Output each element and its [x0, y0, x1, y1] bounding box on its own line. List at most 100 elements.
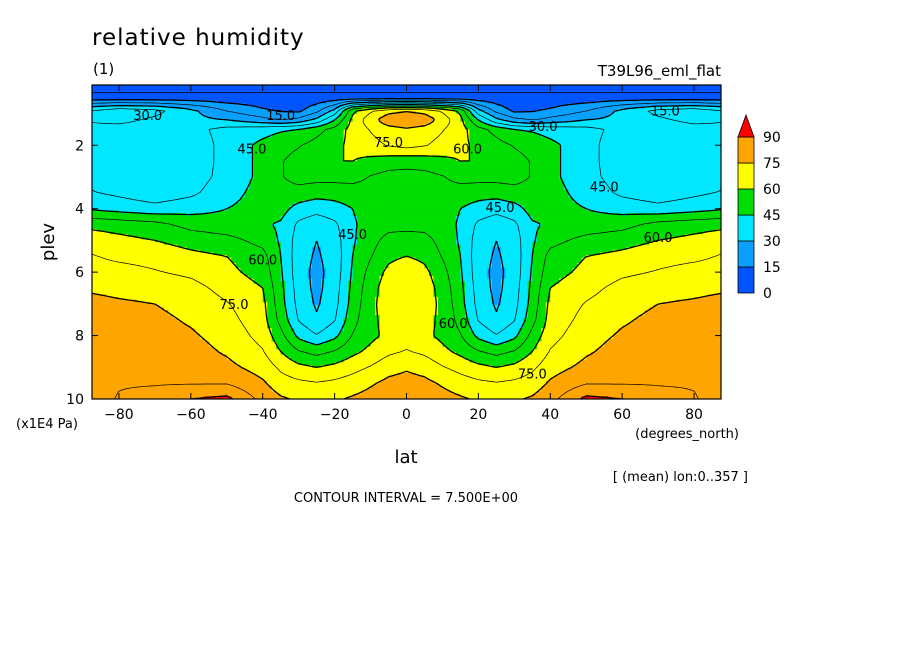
field-cell [698, 145, 704, 149]
field-cell [604, 113, 610, 117]
field-cell [397, 119, 403, 123]
field-cell [339, 113, 345, 117]
field-cell [258, 129, 264, 133]
field-cell [240, 119, 246, 123]
field-cell [676, 150, 682, 154]
field-cell [545, 163, 551, 167]
field-cell [127, 163, 134, 167]
field-cell [500, 145, 506, 149]
field-cell [181, 119, 187, 123]
field-cell [307, 176, 313, 180]
field-cell [509, 155, 515, 159]
field-cell [505, 134, 511, 138]
field-cell [384, 126, 390, 131]
field-cell [276, 111, 282, 115]
field-cell [550, 163, 556, 167]
field-cell [168, 158, 174, 162]
field-cell [316, 150, 322, 154]
field-cell [244, 171, 250, 175]
field-cell [563, 150, 569, 154]
field-cell [496, 163, 502, 167]
field-cell [685, 90, 691, 94]
field-cell [523, 119, 529, 123]
field-cell [554, 150, 560, 154]
field-cell [581, 95, 587, 99]
field-cell [523, 150, 529, 154]
field-cell [316, 139, 322, 144]
field-cell [509, 139, 515, 144]
field-cell [127, 139, 134, 144]
field-cell [442, 113, 448, 117]
field-cell [527, 92, 533, 97]
field-cell [712, 147, 718, 152]
field-cell [226, 87, 232, 91]
field-cell [590, 139, 596, 144]
field-cell [613, 166, 619, 170]
field-cell [294, 108, 300, 112]
field-cell [226, 137, 232, 141]
field-cell [343, 95, 349, 99]
field-cell [527, 163, 533, 167]
field-cell [123, 100, 129, 104]
field-cell [136, 155, 143, 159]
field-cell [505, 153, 511, 157]
field-cell [635, 87, 641, 91]
field-cell [249, 142, 255, 146]
field-cell [181, 166, 187, 170]
field-cell [455, 119, 462, 123]
field-cell [415, 163, 421, 167]
field-cell [572, 95, 578, 99]
field-cell [532, 171, 538, 175]
field-cell [181, 92, 187, 97]
field-cell [258, 98, 264, 102]
field-cell [168, 147, 174, 152]
field-cell [303, 145, 309, 149]
field-cell [253, 142, 259, 146]
field-cell [473, 166, 479, 170]
field-cell [357, 98, 363, 102]
field-cell [402, 153, 408, 157]
field-cell [469, 87, 475, 91]
field-cell [388, 176, 394, 180]
field-cell [671, 126, 677, 131]
field-cell [496, 150, 502, 154]
field-cell [177, 100, 183, 104]
field-cell [316, 137, 322, 141]
field-cell [127, 95, 134, 99]
field-cell [177, 145, 183, 149]
field-cell [505, 168, 511, 172]
field-cell [667, 103, 673, 107]
field-cell [348, 92, 354, 97]
field-cell [244, 90, 250, 94]
field-cell [312, 129, 318, 133]
field-cell [482, 124, 488, 128]
field-cell [271, 153, 277, 157]
field-cell [482, 108, 488, 112]
field-cell [446, 90, 453, 94]
field-cell [186, 158, 192, 162]
field-cell [608, 155, 614, 159]
field-cell [554, 137, 560, 141]
field-cell [446, 139, 453, 144]
field-cell [689, 111, 695, 115]
field-cell [671, 163, 677, 167]
field-cell [370, 158, 376, 162]
field-cell [491, 95, 497, 99]
field-cell [100, 150, 107, 154]
field-cell [577, 153, 583, 157]
field-cell [518, 98, 524, 102]
field-cell [658, 153, 664, 157]
field-cell [662, 145, 668, 149]
field-cell [145, 147, 151, 152]
field-cell [581, 85, 587, 89]
field-cell [676, 108, 682, 112]
field-cell [285, 163, 291, 167]
field-cell [662, 129, 668, 133]
field-cell [473, 90, 479, 94]
field-cell [92, 147, 98, 152]
field-cell [384, 155, 390, 159]
field-cell [410, 147, 417, 152]
field-cell [415, 173, 421, 178]
field-cell [118, 137, 125, 141]
field-cell [208, 173, 214, 178]
